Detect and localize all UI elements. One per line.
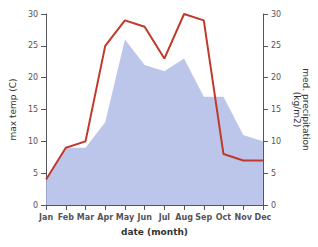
svg-text:Sep: Sep bbox=[195, 213, 212, 222]
svg-text:Jun: Jun bbox=[136, 213, 152, 222]
svg-text:0: 0 bbox=[271, 201, 276, 210]
svg-text:10: 10 bbox=[28, 137, 38, 146]
svg-text:20: 20 bbox=[28, 73, 38, 82]
svg-text:5: 5 bbox=[271, 169, 276, 178]
svg-text:Mar: Mar bbox=[77, 213, 94, 222]
svg-text:5: 5 bbox=[33, 169, 38, 178]
svg-text:15: 15 bbox=[28, 105, 38, 114]
svg-text:30: 30 bbox=[271, 10, 281, 19]
svg-text:Jan: Jan bbox=[38, 213, 53, 222]
svg-text:25: 25 bbox=[271, 41, 281, 50]
svg-text:Oct: Oct bbox=[216, 213, 232, 222]
svg-text:Apr: Apr bbox=[97, 213, 113, 222]
svg-text:May: May bbox=[116, 213, 135, 222]
svg-text:Jul: Jul bbox=[158, 213, 171, 222]
svg-text:10: 10 bbox=[271, 137, 281, 146]
svg-text:Feb: Feb bbox=[58, 213, 75, 222]
svg-text:Aug: Aug bbox=[175, 213, 193, 222]
svg-text:15: 15 bbox=[271, 105, 281, 114]
svg-text:0: 0 bbox=[33, 201, 38, 210]
svg-text:Nov: Nov bbox=[235, 213, 253, 222]
svg-text:20: 20 bbox=[271, 73, 281, 82]
svg-text:(kg/m2): (kg/m2) bbox=[292, 92, 302, 127]
svg-text:med. precipitation: med. precipitation bbox=[300, 68, 311, 151]
svg-text:25: 25 bbox=[28, 41, 38, 50]
svg-text:30: 30 bbox=[28, 10, 38, 19]
svg-text:date (month): date (month) bbox=[121, 227, 188, 237]
svg-text:max temp (C): max temp (C) bbox=[8, 78, 18, 140]
svg-text:Dec: Dec bbox=[255, 213, 272, 222]
